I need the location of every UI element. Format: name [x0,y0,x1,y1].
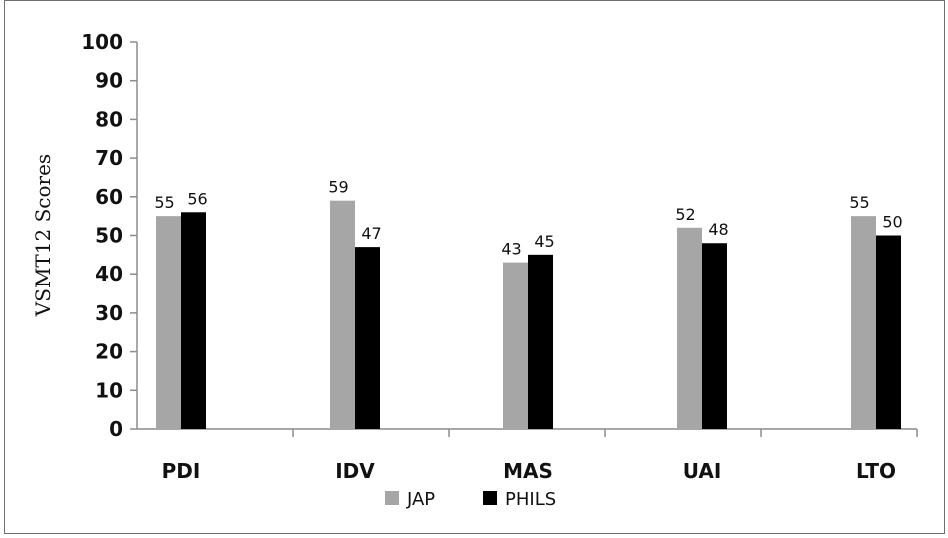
data-label: 50 [882,213,902,232]
bar-jap-uai [677,227,702,429]
data-label: 55 [154,193,174,212]
category-label-pdi: PDI [162,459,201,483]
data-label: 43 [501,240,521,259]
y-axis-title: VSMT12 Scores [31,154,55,317]
bar-phils-lto [876,235,901,429]
category-label-idv: IDV [335,459,375,483]
y-tick-label: 100 [81,30,123,54]
data-label: 52 [675,205,695,224]
y-tick-label: 90 [95,69,123,93]
y-tick-label: 30 [95,301,123,325]
data-label: 45 [534,232,554,251]
category-label-uai: UAI [683,459,722,483]
legend-label-jap: JAP [406,489,435,510]
bar-jap-idv [330,200,355,429]
category-label-mas: MAS [503,459,553,483]
legend-swatch-jap [385,491,399,505]
category-label-lto: LTO [856,459,896,483]
y-tick-label: 10 [95,378,123,402]
legend-swatch-phils [483,491,497,505]
bar-jap-mas [503,262,528,429]
data-label: 59 [328,178,348,197]
y-tick-label: 20 [95,340,123,364]
data-label: 55 [849,193,869,212]
legend-label-phils: PHILS [505,489,556,510]
bar-phils-idv [355,247,380,429]
bar-phils-mas [528,254,553,429]
bar-jap-pdi [156,216,181,429]
y-tick-label: 50 [95,224,123,248]
y-tick-label: 40 [95,262,123,286]
bar-phils-uai [702,243,727,429]
bar-phils-pdi [181,212,206,429]
y-tick-label: 80 [95,107,123,131]
data-label: 56 [187,189,207,208]
y-tick-label: 60 [95,185,123,209]
data-label: 48 [708,220,728,239]
y-tick-label: 70 [95,146,123,170]
data-label: 47 [361,224,381,243]
bar-jap-lto [851,216,876,429]
y-tick-label: 0 [109,417,123,441]
